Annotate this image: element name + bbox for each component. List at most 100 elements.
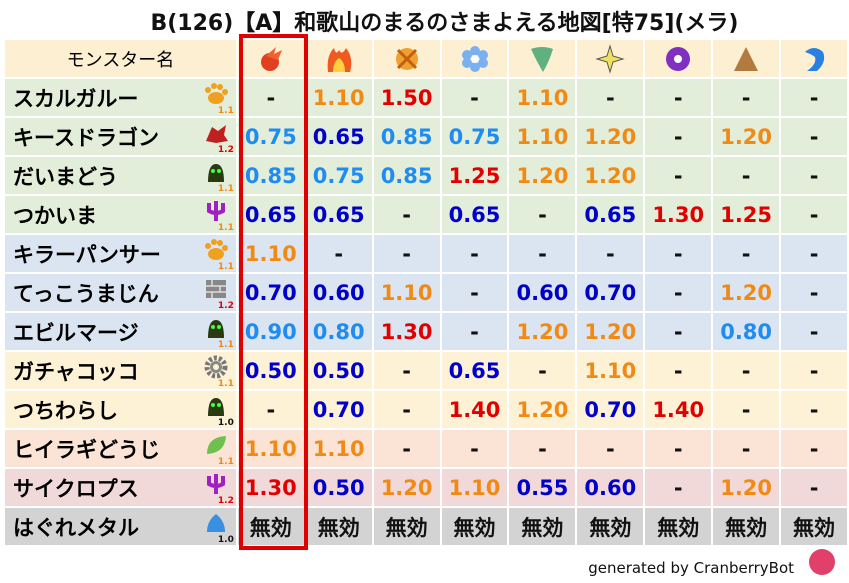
- resistance-cell: 1.20: [713, 274, 780, 311]
- resistance-cell: 1.30: [373, 313, 440, 350]
- bagi-icon: [527, 44, 557, 74]
- resistance-cell: 0.75: [441, 118, 508, 155]
- resistance-cell: -: [441, 79, 508, 116]
- monster-name: つかいま: [13, 203, 97, 228]
- resistance-cell: -: [577, 79, 644, 116]
- resistance-cell: -: [577, 235, 644, 272]
- monster-name-header: モンスター名: [5, 40, 236, 77]
- element-header-5: [577, 40, 644, 77]
- monster-name-cell: スカルガルー 1.1: [5, 79, 236, 116]
- resistance-cell: -: [645, 430, 712, 467]
- table-row: ヒイラギどうじ 1.1 1.10 1.10- - - - - - -: [5, 430, 847, 467]
- table-row: つちわらし 1.0-0.70-1.40 1.20 0.70 1.40- -: [5, 391, 847, 428]
- resistance-cell: 1.10: [577, 352, 644, 389]
- monster-name-cell: キラーパンサー 1.1: [5, 235, 236, 272]
- resistance-cell: 1.30: [645, 196, 712, 233]
- resistance-cell: 0.70: [577, 391, 644, 428]
- monster-name-cell: ガチャコッコ 1.1: [5, 352, 236, 389]
- resistance-cell: -: [509, 235, 576, 272]
- resistance-cell: -: [373, 352, 440, 389]
- resistance-cell: -: [645, 157, 712, 194]
- multiplier: 1.2: [217, 496, 234, 506]
- element-header-1: [305, 40, 372, 77]
- resistance-cell: 1.10: [305, 79, 372, 116]
- mera-icon: [256, 44, 286, 74]
- table-row: だいまどう 1.1 0.85 0.75 0.85 1.25 1.20 1.20- - -: [5, 157, 847, 194]
- resistance-cell: 1.10: [441, 469, 508, 506]
- slime-shadow-icon: [204, 316, 228, 340]
- leaf-icon: [204, 433, 228, 457]
- multiplier: 1.0: [217, 418, 234, 428]
- resistance-cell: 1.30: [237, 469, 304, 506]
- resistance-cell: 0.65: [305, 118, 372, 155]
- resistance-cell: 0.75: [237, 118, 304, 155]
- resistance-cell: -: [509, 352, 576, 389]
- devil-trident-icon: [204, 472, 228, 496]
- resistance-cell: -: [781, 274, 847, 311]
- resistance-cell: 無効: [645, 508, 712, 545]
- resistance-cell: 1.25: [441, 157, 508, 194]
- resistance-cell: 無効: [509, 508, 576, 545]
- monster-name: キラーパンサー: [13, 242, 161, 267]
- multiplier: 1.0: [217, 535, 234, 545]
- paw-icon: [204, 82, 228, 106]
- multiplier: 1.1: [217, 223, 234, 233]
- devil-trident-icon: [204, 199, 228, 223]
- multiplier: 1.2: [217, 301, 234, 311]
- monster-name-cell: ヒイラギどうじ 1.1: [5, 430, 236, 467]
- resistance-cell: 0.65: [305, 196, 372, 233]
- resistance-cell: 1.20: [713, 469, 780, 506]
- element-header-8: [781, 40, 847, 77]
- resistance-cell: 0.75: [305, 157, 372, 194]
- resistance-cell: 0.70: [577, 274, 644, 311]
- resistance-cell: 0.65: [237, 196, 304, 233]
- gear-icon: [204, 355, 228, 379]
- resistance-cell: 1.10: [373, 274, 440, 311]
- multiplier: 1.1: [217, 379, 234, 389]
- element-header-7: [713, 40, 780, 77]
- table-row: ガチャコッコ 1.1 0.50 0.50-0.65-1.10- - -: [5, 352, 847, 389]
- monster-name-cell: キースドラゴン 1.2: [5, 118, 236, 155]
- resistance-cell: 1.20: [509, 313, 576, 350]
- resistance-table: モンスター名 スカルガルー 1.1-1.10 1.50-1.10- - - - キースドラゴ…: [3, 38, 849, 547]
- resistance-cell: -: [373, 196, 440, 233]
- resistance-cell: 無効: [781, 508, 847, 545]
- resistance-cell: 1.25: [713, 196, 780, 233]
- resistance-cell: 1.20: [373, 469, 440, 506]
- resistance-cell: 0.50: [305, 352, 372, 389]
- resistance-cell: -: [781, 391, 847, 428]
- table-row: つかいま 1.1 0.65 0.65-0.65-0.65 1.30 1.25-: [5, 196, 847, 233]
- resistance-cell: -: [645, 352, 712, 389]
- table-row: キースドラゴン 1.2 0.75 0.65 0.85 0.75 1.10 1.20-1.20-: [5, 118, 847, 155]
- multiplier: 1.1: [217, 106, 234, 116]
- resistance-cell: -: [373, 430, 440, 467]
- dorma-icon: [663, 44, 693, 74]
- monster-name: キースドラゴン: [13, 125, 159, 150]
- resistance-cell: 0.55: [509, 469, 576, 506]
- monster-name: サイクロプス: [13, 476, 139, 501]
- multiplier: 1.1: [217, 262, 234, 272]
- element-header-6: [645, 40, 712, 77]
- resistance-cell: -: [441, 274, 508, 311]
- resistance-cell: 1.40: [441, 391, 508, 428]
- resistance-cell: 無効: [441, 508, 508, 545]
- resistance-cell: -: [441, 313, 508, 350]
- footer-credit: generated by CranberryBot: [588, 559, 794, 577]
- resistance-cell: 0.85: [237, 157, 304, 194]
- dragon-icon: [204, 121, 228, 145]
- paw-icon: [204, 238, 228, 262]
- multiplier: 1.1: [217, 184, 234, 194]
- monster-name-cell: だいまどう 1.1: [5, 157, 236, 194]
- table-row: キラーパンサー 1.1 1.10- - - - - - - -: [5, 235, 847, 272]
- resistance-cell: 無効: [373, 508, 440, 545]
- resistance-cell: -: [373, 235, 440, 272]
- resistance-cell: 1.20: [577, 157, 644, 194]
- resistance-cell: 0.85: [373, 118, 440, 155]
- resistance-cell: 0.70: [305, 391, 372, 428]
- table-row: エビルマージ 1.1 0.90 0.80 1.30-1.20 1.20-0.80-: [5, 313, 847, 350]
- resistance-cell: -: [713, 430, 780, 467]
- monster-name-cell: はぐれメタル 1.0: [5, 508, 236, 545]
- monster-name-cell: サイクロプス 1.2: [5, 469, 236, 506]
- resistance-cell: -: [781, 157, 847, 194]
- monster-name: エビルマージ: [13, 320, 139, 345]
